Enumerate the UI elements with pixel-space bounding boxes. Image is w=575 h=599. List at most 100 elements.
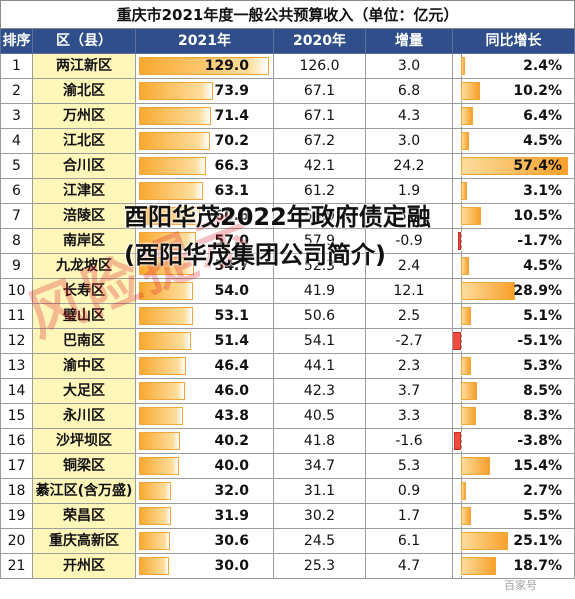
table-row: 13 渝中区 46.4 44.1 2.3 5.3% [0,354,575,379]
value-2020-cell: 25.3 [274,554,366,579]
growth-bar-positive [461,57,466,75]
value-2021-bar [139,82,214,100]
increment-cell-text: 2.5 [397,308,421,324]
district-cell-text: 南岸区 [63,233,105,249]
rank-cell-text: 21 [7,558,26,574]
value-2021-bar [139,457,180,475]
growth-cell: 3.1% [453,179,575,204]
value-2020-cell-text: 34.7 [303,458,336,474]
table-row: 15 永川区 43.8 40.5 3.3 8.3% [0,404,575,429]
value-2021-text: 54.7 [214,258,249,274]
rank-cell: 20 [0,529,33,554]
value-2020-cell-text: 67.1 [303,83,336,99]
value-2020-cell-text: 30.2 [303,508,336,524]
table-row: 17 铜梁区 40.0 34.7 5.3 15.4% [0,454,575,479]
header-district: 区（县） [33,29,136,54]
value-2021-cell: 54.0 [136,279,274,304]
value-2021-cell: 129.0 [136,54,274,79]
rank-cell-text: 6 [12,183,21,199]
rank-cell: 19 [0,504,33,529]
increment-cell: -2.7 [366,329,453,354]
table-row: 1 两江新区 129.0 126.0 3.0 2.4% [0,54,575,79]
header-2021: 2021年 [136,29,274,54]
increment-cell-text: 3.0 [397,133,421,149]
increment-cell: 1.7 [366,504,453,529]
value-2021-text: 53.1 [214,308,249,324]
value-2020-cell: 30.2 [274,504,366,529]
increment-cell: 2.3 [366,354,453,379]
growth-text: 4.5% [523,133,562,149]
rank-cell-text: 10 [7,283,26,299]
rank-cell-text: 3 [12,108,21,124]
value-2021-bar [139,307,193,325]
value-2020-cell: 50.6 [274,304,366,329]
table-row: 20 重庆高新区 30.6 24.5 6.1 25.1% [0,529,575,554]
rank-cell-text: 20 [7,533,26,549]
growth-text: 2.4% [523,58,562,74]
value-2021-text: 31.9 [214,508,249,524]
value-2021-text: 30.6 [214,533,249,549]
value-2021-bar [139,207,201,225]
value-2020-cell: 126.0 [274,54,366,79]
district-cell-text: 江北区 [63,133,105,149]
value-2021-text: 54.0 [214,283,249,299]
increment-cell: 3.3 [366,404,453,429]
value-2021-cell: 40.2 [136,429,274,454]
value-2021-bar [139,357,186,375]
value-2020-cell-text: 54.9 [303,208,336,224]
value-2020-cell-text: 61.2 [303,183,336,199]
district-cell-text: 綦江区(含万盛) [35,483,133,499]
value-2020-cell: 44.1 [274,354,366,379]
growth-axis [461,429,462,453]
district-cell-text: 九龙坡区 [56,258,112,274]
increment-cell: 6.8 [366,79,453,104]
value-2021-bar [139,407,184,425]
value-2021-cell: 53.1 [136,304,274,329]
growth-text: 4.5% [523,258,562,274]
rank-cell: 5 [0,154,33,179]
value-2020-cell-text: 54.1 [303,333,336,349]
district-cell-text: 沙坪坝区 [56,433,112,449]
value-2020-cell: 61.2 [274,179,366,204]
value-2021-cell: 32.0 [136,479,274,504]
growth-text: -5.1% [517,333,562,349]
growth-cell: 4.5% [453,129,575,154]
value-2020-cell-text: 50.6 [303,308,336,324]
value-2021-cell: 71.4 [136,104,274,129]
value-2021-bar [139,507,172,525]
value-2020-cell: 52.3 [274,254,366,279]
rank-cell-text: 1 [12,58,21,74]
increment-cell: 4.3 [366,104,453,129]
growth-bar-positive [461,407,477,425]
rank-cell: 14 [0,379,33,404]
value-2021-bar [139,482,172,500]
growth-text: 5.3% [523,358,562,374]
rank-cell-text: 9 [12,258,21,274]
value-2020-cell-text: 41.9 [303,283,336,299]
rank-cell-text: 19 [7,508,26,524]
increment-cell: 6.1 [366,529,453,554]
rank-cell-text: 12 [7,333,26,349]
increment-cell-text: 2.4 [397,258,421,274]
table-row: 6 江津区 63.1 61.2 1.9 3.1% [0,179,575,204]
district-cell-text: 重庆高新区 [49,533,119,549]
district-cell-text: 渝中区 [63,358,105,374]
rank-cell: 18 [0,479,33,504]
value-2020-cell-text: 42.3 [303,383,336,399]
growth-text: 18.7% [513,558,562,574]
district-cell: 南岸区 [33,229,136,254]
growth-text: -1.7% [517,233,562,249]
table-row: 2 渝北区 73.9 67.1 6.8 10.2% [0,79,575,104]
value-2020-cell-text: 42.1 [303,158,336,174]
rank-cell: 13 [0,354,33,379]
value-2020-cell-text: 52.3 [303,258,336,274]
value-2021-cell: 51.4 [136,329,274,354]
increment-cell-text: 3.7 [397,383,421,399]
increment-cell-text: 3.3 [397,408,421,424]
growth-bar-positive [461,532,508,550]
article-title-overlay: 酉阳华茂2022年政府债定融(酉阳华茂集团公司简介) [124,203,431,269]
table-row: 18 綦江区(含万盛) 32.0 31.1 0.9 2.7% [0,479,575,504]
growth-text: 3.1% [523,183,562,199]
value-2020-cell-text: 57.9 [303,233,336,249]
district-cell: 江津区 [33,179,136,204]
